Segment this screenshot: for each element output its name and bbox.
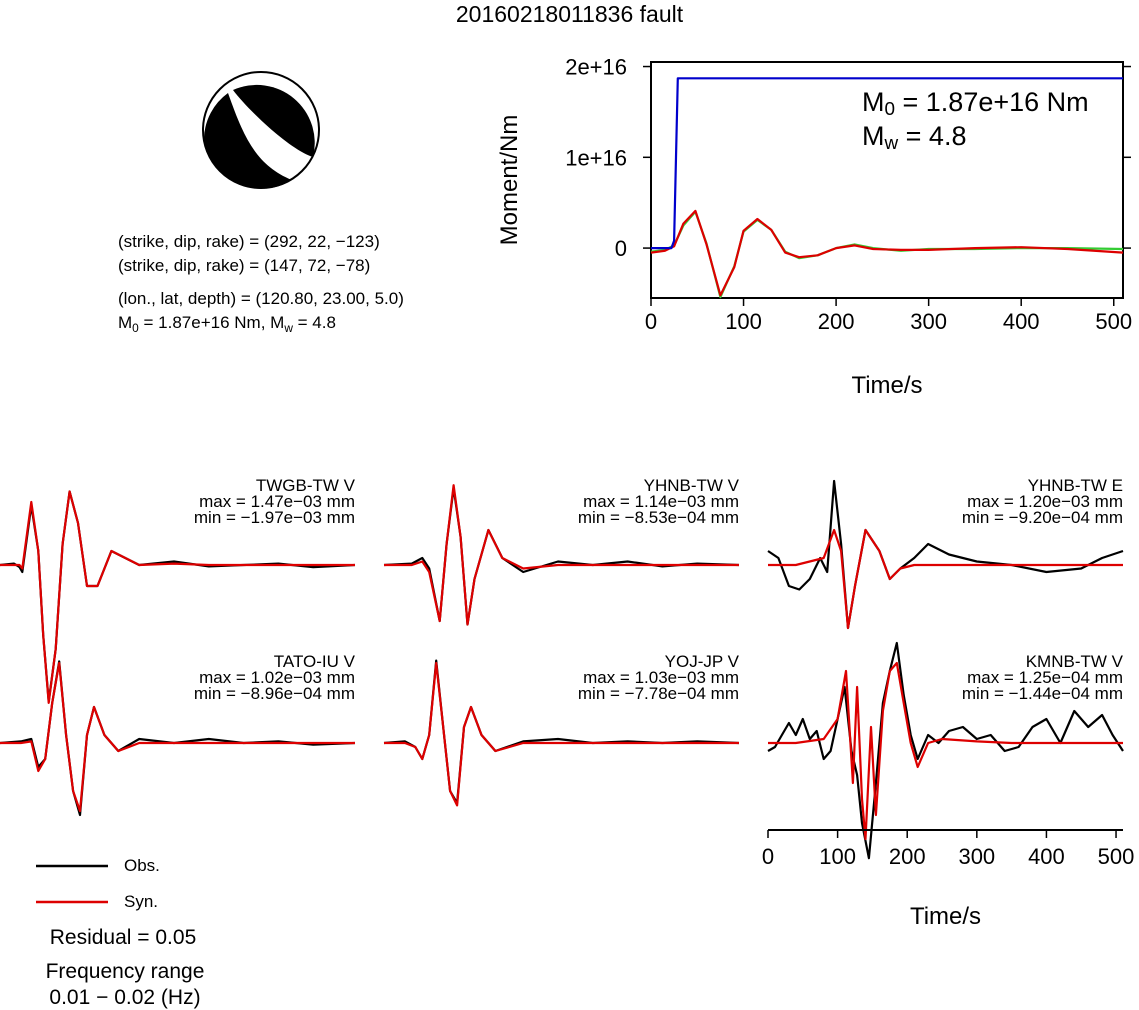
wave-xtick-label: 400 bbox=[1028, 844, 1065, 869]
legend-syn-label: Syn. bbox=[124, 892, 159, 911]
frequency-label: Frequency range bbox=[45, 960, 205, 983]
wave-xtick-label: 200 bbox=[889, 844, 926, 869]
wave-xtick-label: 0 bbox=[762, 844, 774, 869]
synthetic-trace bbox=[768, 528, 1123, 630]
legend-obs-label: Obs. bbox=[124, 856, 160, 875]
station-min: min = −8.96e−04 mm bbox=[193, 684, 355, 703]
moment-series-line bbox=[650, 209, 1124, 297]
synthetic-trace bbox=[384, 484, 739, 626]
waveform-panel bbox=[767, 641, 1124, 860]
station-min: min = −1.44e−04 mm bbox=[961, 684, 1123, 703]
wave-xlabel: Time/s bbox=[910, 903, 981, 930]
station-station: YHNB-TW V bbox=[643, 476, 739, 495]
station-min: min = −9.20e−04 mm bbox=[961, 508, 1123, 527]
station-max: max = 1.47e−03 mm bbox=[199, 492, 355, 511]
moment-plot-frame bbox=[650, 61, 1124, 299]
station-max: max = 1.20e−03 mm bbox=[967, 492, 1123, 511]
wave-xtick-label: 100 bbox=[819, 844, 856, 869]
wave-xtick-label: 500 bbox=[1098, 844, 1135, 869]
moment-xlabel: Time/s bbox=[851, 372, 922, 399]
station-station: YOJ-JP V bbox=[664, 652, 739, 671]
moment-ylabel: Moment/Nm bbox=[496, 115, 523, 246]
moment-ytick-label: 1e+16 bbox=[565, 145, 627, 170]
station-max: max = 1.25e−04 mm bbox=[967, 668, 1123, 687]
station-max: max = 1.02e−03 mm bbox=[199, 668, 355, 687]
wave-xtick-label: 300 bbox=[958, 844, 995, 869]
synthetic-trace bbox=[384, 661, 739, 807]
moment-mw-label: Mw = 4.8 bbox=[862, 121, 967, 154]
moment-xtick-label: 100 bbox=[725, 309, 762, 334]
waveform-panel bbox=[383, 484, 740, 626]
moment-summary: M0 = 1.87e+16 Nm, Mw = 4.8 bbox=[118, 313, 336, 335]
station-station: TWGB-TW V bbox=[255, 476, 355, 495]
synthetic-trace bbox=[0, 490, 355, 705]
synthetic-trace bbox=[768, 661, 1123, 841]
moment-ytick-label: 0 bbox=[615, 236, 627, 261]
station-min: min = −8.53e−04 mm bbox=[577, 508, 739, 527]
station-min: min = −7.78e−04 mm bbox=[577, 684, 739, 703]
moment-ytick-label: 2e+16 bbox=[565, 55, 627, 80]
station-max: max = 1.03e−03 mm bbox=[583, 668, 739, 687]
station-min: min = −1.97e−03 mm bbox=[193, 508, 355, 527]
station-station: KMNB-TW V bbox=[1025, 652, 1123, 671]
waveform-panel bbox=[383, 659, 740, 807]
station-station: TATO-IU V bbox=[273, 652, 355, 671]
moment-xtick-label: 300 bbox=[910, 309, 947, 334]
observed-trace bbox=[767, 641, 1124, 860]
moment-xtick-label: 200 bbox=[818, 309, 855, 334]
nodal-plane-1: (strike, dip, rake) = (292, 22, −123) bbox=[118, 232, 380, 251]
waveform-panel bbox=[767, 479, 1124, 630]
synthetic-trace bbox=[0, 661, 355, 813]
residual-label: Residual = 0.05 bbox=[49, 926, 197, 949]
moment-m0-label: M0 = 1.87e+16 Nm bbox=[862, 87, 1089, 120]
nodal-plane-2: (strike, dip, rake) = (147, 72, −78) bbox=[118, 256, 371, 275]
frequency-range: 0.01 − 0.02 (Hz) bbox=[49, 986, 201, 1009]
station-station: YHNB-TW E bbox=[1027, 476, 1123, 495]
source-location: (lon., lat, depth) = (120.80, 23.00, 5.0… bbox=[118, 289, 404, 308]
moment-xtick-label: 500 bbox=[1095, 309, 1132, 334]
figure-title: 20160218011836 fault bbox=[455, 1, 684, 27]
moment-xtick-label: 400 bbox=[1003, 309, 1040, 334]
station-max: max = 1.14e−03 mm bbox=[583, 492, 739, 511]
waveform-panel bbox=[0, 660, 356, 817]
waveform-panel bbox=[0, 490, 356, 705]
moment-series-line bbox=[651, 77, 1123, 250]
moment-xtick-label: 0 bbox=[645, 309, 657, 334]
